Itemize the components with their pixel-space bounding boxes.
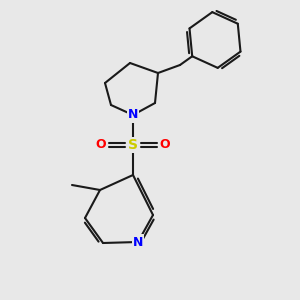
Text: O: O [96,139,106,152]
Text: N: N [128,109,138,122]
Text: N: N [133,236,143,248]
Text: O: O [160,139,170,152]
Text: S: S [128,138,138,152]
